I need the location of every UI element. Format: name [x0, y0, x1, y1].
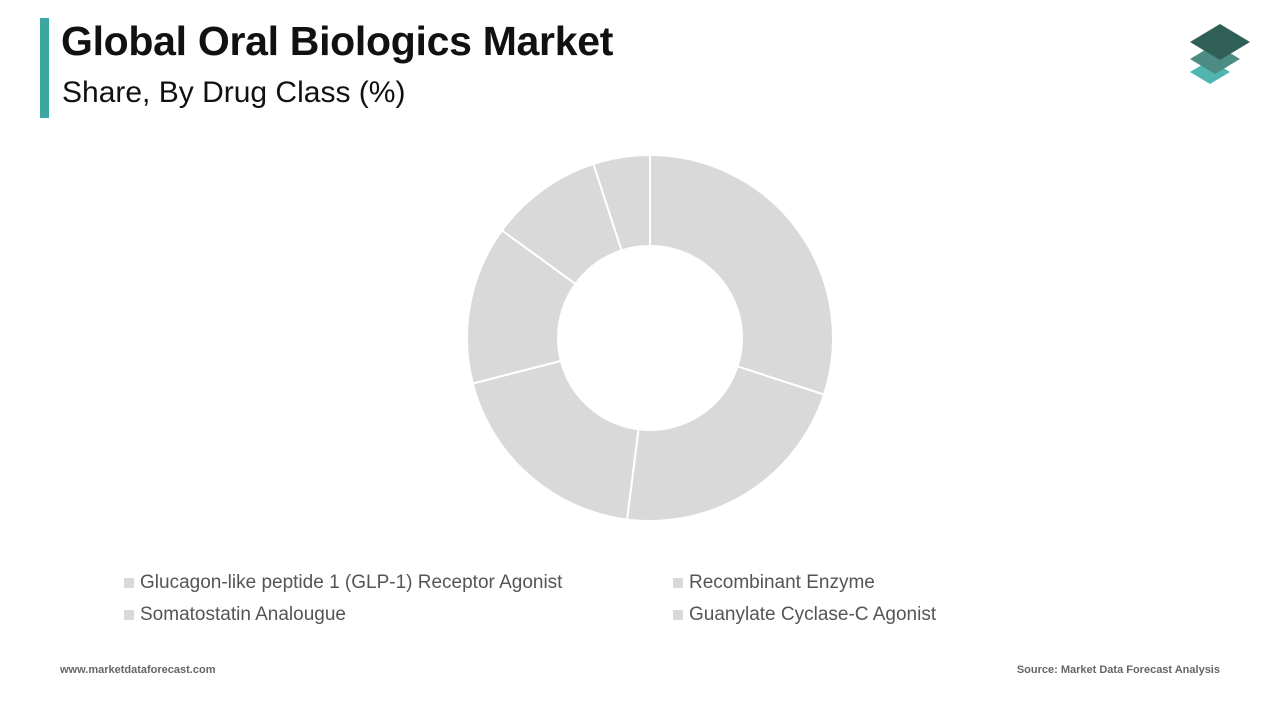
page-title: Global Oral Biologics Market [61, 18, 614, 64]
legend-swatch [673, 610, 683, 620]
legend-label: Somatostatin Analougue [140, 604, 346, 625]
legend-label: Recombinant Enzyme [689, 572, 875, 593]
donut-slice-1 [649, 153, 834, 396]
website-footer[interactable]: www.marketdataforecast.com [60, 664, 216, 676]
legend-swatch [673, 578, 683, 588]
title-accent-bar [40, 18, 49, 118]
legend-label: Guanylate Cyclase-C Agonist [689, 604, 937, 625]
stacked-layers-icon [1190, 24, 1250, 84]
page-subtitle: Share, By Drug Class (%) [62, 76, 406, 109]
logo-layer-top [1190, 24, 1250, 60]
legend-label: Glucagon-like peptide 1 (GLP-1) Receptor… [140, 572, 563, 593]
legend-swatch [124, 610, 134, 620]
donut-slice-2 [625, 365, 826, 522]
legend-item-somatostatin: Somatostatin Analougue [124, 604, 673, 626]
legend-item-glp1: Glucagon-like peptide 1 (GLP-1) Receptor… [124, 572, 673, 594]
source-footer: Source: Market Data Forecast Analysis [1016, 664, 1220, 676]
legend-item-recombinant-enzyme: Recombinant Enzyme [673, 572, 1023, 594]
legend-swatch [124, 578, 134, 588]
donut-chart [466, 153, 834, 522]
donut-slice-6 [592, 153, 651, 252]
chart-legend: Glucagon-like peptide 1 (GLP-1) Receptor… [124, 572, 1024, 626]
donut-slice-3 [471, 359, 640, 521]
legend-item-guanylate-cyclase: Guanylate Cyclase-C Agonist [673, 604, 1023, 626]
